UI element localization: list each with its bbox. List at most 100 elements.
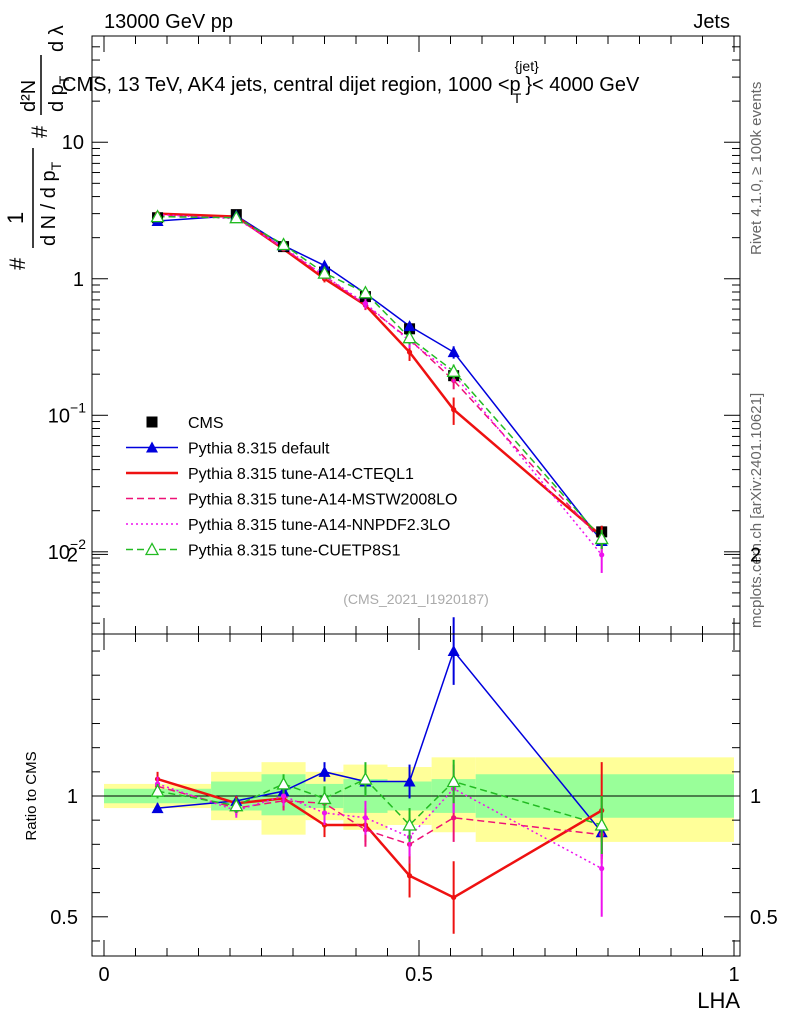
main-point-CUETP8S1: [358, 285, 373, 299]
main-y-tick-exponent: −2: [70, 536, 86, 552]
ratio-point-MSTW: [451, 815, 457, 821]
ratio-y-tick-label-right: 2: [750, 544, 761, 566]
ratio-panel: 0.5 0.51 12 2 0 0.5 1: [50, 544, 778, 986]
main-y-tick-mantissa: 10: [48, 542, 70, 564]
ratio-line-default: [157, 649, 603, 833]
main-y-label-dpt: d pT: [46, 75, 72, 112]
legend-marker-default: [146, 441, 158, 453]
main-y-tick-label: 10−1: [48, 399, 86, 427]
ratio-line-MSTW: [157, 785, 602, 846]
ratio-point-NNPDF: [362, 815, 369, 821]
main-y-label-dn: d N / d pT: [38, 161, 64, 246]
ratio-point-CUETP8S1: [229, 798, 244, 812]
main-y-label-d2n: d²N: [18, 80, 40, 112]
main-y-tick-label: 10−2: [48, 536, 86, 564]
main-y-label-dpt-sub: T: [56, 75, 72, 84]
x-axis-label: LHA: [697, 988, 740, 1013]
main-line-CTEQL1: [157, 212, 603, 538]
legend-label-CTEQL1: Pythia 8.315 tune-A14-CTEQL1: [188, 466, 414, 483]
main-point-CUETP8S1: [150, 209, 165, 223]
main-point-CUETP8S1: [594, 531, 609, 545]
legend-marker-CMS: [146, 416, 158, 428]
main-y-label: # 1 d N / d pT # d²N d pT d λ: [3, 25, 72, 270]
main-x-ticks: [103, 36, 735, 634]
analysis-watermark: (CMS_2021_I1920187): [343, 591, 489, 607]
ratio-line-NNPDF: [157, 783, 603, 870]
main-y-label-one: 1: [3, 212, 28, 224]
ratio-x-tick-label: 0.5: [405, 964, 433, 986]
ratio-uncertainty-bands: [104, 757, 734, 842]
ratio-y-tick-label: 1: [67, 786, 78, 808]
title-main: CMS, 13 TeV, AK4 jets, central dijet reg…: [62, 74, 510, 96]
ratio-point-CUETP8S1: [402, 817, 417, 831]
title-pt-symbol: p: [510, 74, 521, 96]
ratio-x-tick-label: 0: [98, 964, 109, 986]
plot-title: CMS, 13 TeV, AK4 jets, central dijet reg…: [62, 58, 640, 106]
ratio-y-tick-label: 0.5: [50, 907, 78, 929]
legend-label-default: Pythia 8.315 default: [188, 441, 330, 458]
main-point-CUETP8S1: [276, 237, 291, 251]
mcplots-label: mcplots.cern.ch [arXiv:2401.10621]: [748, 393, 765, 628]
legend-label-CUETP8S1: Pythia 8.315 tune-CUETP8S1: [188, 543, 401, 560]
ratio-point-NNPDF: [321, 810, 328, 816]
main-point-default: [447, 346, 460, 358]
ratio-point-CUETP8S1: [358, 771, 373, 785]
main-y-label-dlambda: d λ: [46, 25, 68, 52]
legend-marker-CUETP8S1: [144, 542, 160, 556]
main-y-tick-label: 10: [62, 132, 84, 154]
energy-label: 13000 GeV pp: [104, 11, 233, 33]
main-y-tick-label: 1: [73, 269, 84, 291]
ratio-point-NNPDF: [599, 865, 605, 872]
main-point-NNPDF: [362, 300, 369, 306]
main-y-label-hash1: #: [5, 257, 30, 270]
main-point-NNPDF: [599, 552, 605, 558]
ratio-point-CUETP8S1: [150, 783, 165, 797]
ratio-y-tick-label-right: 0.5: [750, 907, 778, 929]
legend-label-CMS: CMS: [188, 415, 224, 432]
ratio-point-CUETP8S1: [276, 776, 291, 790]
ratio-point-CUETP8S1: [446, 774, 461, 788]
legend-label-NNPDF: Pythia 8.315 tune-A14-NNPDF2.3LO: [188, 517, 450, 534]
main-point-CUETP8S1: [402, 330, 417, 344]
ratio-point-CUETP8S1: [317, 791, 332, 805]
ratio-point-CUETP8S1: [594, 817, 609, 831]
ratio-point-default: [318, 765, 331, 777]
main-point-default: [318, 259, 331, 271]
rivet-version-label: Rivet 4.1.0, ≥ 100k events: [748, 82, 765, 255]
ratio-point-default: [403, 775, 416, 787]
title-t-subscript: T: [513, 90, 522, 106]
main-point-CTEQL1: [451, 407, 457, 413]
ratio-point-CTEQL1: [321, 822, 328, 828]
main-y-label-dpt-text: d p: [46, 84, 68, 112]
ratio-y-tick-label-right: 1: [750, 786, 761, 808]
main-point-CTEQL1: [406, 349, 413, 355]
ratio-x-axis: 0 0.5 1: [98, 634, 740, 986]
ratio-line-CUETP8S1: [157, 778, 602, 827]
ratio-series-markers: [150, 617, 609, 934]
ratio-frame: [91, 633, 741, 957]
title-jet-superscript: {jet}: [515, 58, 539, 74]
main-line-CUETP8S1: [157, 215, 603, 540]
main-y-label-hash2: #: [27, 125, 52, 138]
legend-label-MSTW: Pythia 8.315 tune-A14-MSTW2008LO: [188, 492, 457, 509]
main-point-default: [403, 320, 416, 332]
ratio-point-NNPDF: [280, 793, 287, 799]
ratio-point-default: [447, 645, 460, 657]
main-point-CUETP8S1: [446, 363, 461, 377]
ratio-point-CTEQL1: [451, 894, 457, 901]
main-y-label-dn-text: d N / d p: [38, 170, 60, 246]
ratio-x-tick-label: 1: [728, 964, 739, 986]
ratio-point-CTEQL1: [406, 873, 413, 879]
main-y-tick-exponent: −1: [70, 399, 86, 415]
main-point-CUETP8S1: [317, 265, 332, 279]
main-series-lines: [157, 212, 603, 556]
process-label: Jets: [693, 11, 730, 33]
ratio-series-lines: [157, 649, 603, 899]
main-series-markers: [150, 209, 609, 573]
ratio-point-default: [151, 802, 164, 814]
ratio-y-axis: 0.5 0.5 1 1 2 2: [50, 544, 778, 942]
ratio-y-tick-label: 2: [67, 544, 78, 566]
